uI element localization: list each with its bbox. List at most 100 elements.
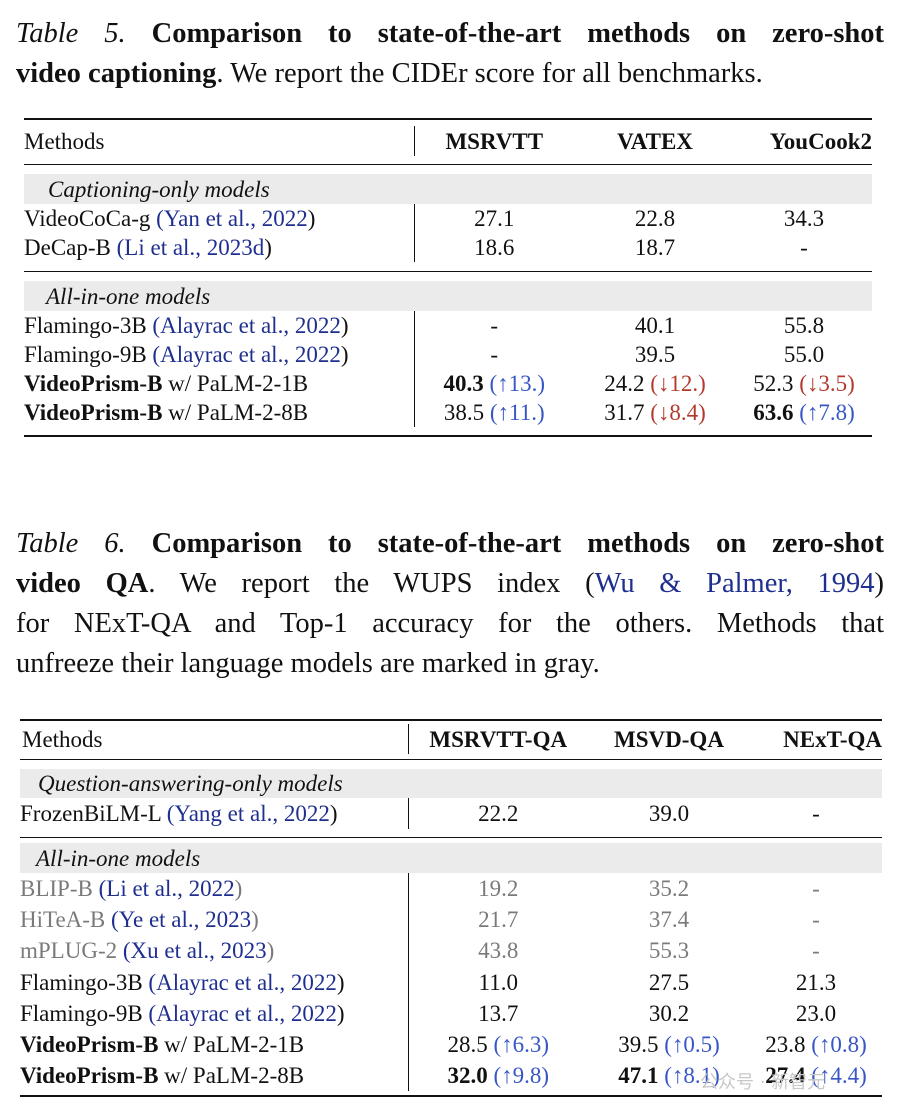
- table5-section-captioning: Captioning-only models: [24, 174, 872, 204]
- table6-section-label: Question-answering-only models: [20, 769, 882, 798]
- table-row: VideoPrism-B w/ PaLM-2-1B 28.5 (↑6.3) 39…: [20, 1029, 882, 1060]
- citation-link[interactable]: (Xu et al., 2023: [122, 938, 267, 963]
- method-variant: w/ PaLM-2-8B: [158, 1063, 305, 1088]
- value-cell: 34.3: [783, 206, 825, 231]
- delta-up: (↑9.8): [493, 1063, 550, 1088]
- method-name: Flamingo-3B: [20, 969, 143, 995]
- table6-caption-text: . We report the WUPS index (: [148, 568, 595, 599]
- table-row: Flamingo-9B (Alayrac et al., 2022) - 39.…: [24, 340, 872, 369]
- value-cell: 32.0 (↑9.8): [408, 1060, 588, 1091]
- table5-section-label: All-in-one models: [24, 281, 872, 311]
- method-name: Flamingo-3B: [24, 313, 147, 338]
- method-cell: BLIP-B (Li et al., 2022): [20, 873, 409, 904]
- method-name: VideoPrism-B: [24, 371, 163, 396]
- table5-header-methods: Methods: [24, 126, 415, 156]
- value-cell: -: [812, 876, 820, 901]
- table5-title: Comparison to state-of-the-art methods o…: [151, 18, 885, 49]
- citation-link[interactable]: (Alayrac et al., 2022: [148, 1001, 337, 1026]
- table-row: VideoPrism-B w/ PaLM-2-8B 32.0 (↑9.8) 47…: [20, 1060, 882, 1091]
- value-cell: 63.6 (↑7.8): [736, 398, 872, 427]
- value-cell: 21.7: [478, 907, 519, 932]
- watermark: 公众号 · 新智元: [700, 1072, 826, 1093]
- method-name: VideoPrism-B: [24, 400, 163, 425]
- table6-title-cont: video QA: [16, 568, 149, 599]
- table5-header-row: Methods MSRVTT VATEX YouCook2: [24, 126, 872, 156]
- method-name: DeCap-B: [24, 235, 111, 260]
- table5-section-label: Captioning-only models: [24, 174, 872, 204]
- value-cell: 37.4: [648, 907, 690, 932]
- method-cell: HiTeA-B (Ye et al., 2023): [20, 904, 409, 935]
- value: 39.5: [618, 1032, 659, 1057]
- citation-link[interactable]: (Yan et al., 2022: [156, 206, 308, 231]
- delta-up: (↑8.1): [664, 1063, 720, 1088]
- method-cell: VideoCoCa-g (Yan et al., 2022): [24, 204, 415, 233]
- table6-header-rule: [20, 759, 882, 761]
- table6-header-msvd-qa: MSVD-QA: [614, 726, 724, 752]
- table-row: FrozenBiLM-L (Yang et al., 2022) 22.2 39…: [20, 798, 882, 829]
- value-cell: 39.0: [648, 801, 690, 826]
- value-cell: 22.8: [634, 206, 676, 231]
- delta-down: (↓8.4): [650, 400, 706, 425]
- value-cell: 27.5: [648, 969, 690, 995]
- value-cell: 35.2: [648, 876, 690, 901]
- table-row: VideoPrism-B w/ PaLM-2-8B 38.5 (↑11.) 31…: [24, 398, 872, 427]
- citation-link[interactable]: (Alayrac et al., 2022: [152, 313, 341, 338]
- method-cell: FrozenBiLM-L (Yang et al., 2022): [20, 798, 409, 829]
- method-name: VideoPrism-B: [20, 1063, 159, 1088]
- table6-caption-line4: unfreeze their language models are marke…: [16, 648, 600, 679]
- method-name: mPLUG-2: [20, 938, 118, 963]
- delta-up: (↑4.4): [811, 1063, 867, 1088]
- value-cell: -: [490, 342, 499, 367]
- method-variant: w/ PaLM-2-1B: [158, 1032, 305, 1057]
- table6-header-row: Methods MSRVTT-QA MSVD-QA NExT-QA: [20, 724, 882, 754]
- citation-link[interactable]: Wu & Palmer, 1994: [594, 568, 875, 599]
- value-cell: 18.6: [474, 235, 515, 260]
- value-cell: 21.3: [795, 969, 837, 995]
- table5-top-rule: [24, 118, 872, 120]
- value-cell: 13.7: [478, 1001, 519, 1026]
- delta-up: (↑6.3): [493, 1032, 550, 1057]
- value: 28.5: [447, 1032, 488, 1057]
- value-cell: 55.3: [648, 938, 690, 963]
- table6-section-qa-only: Question-answering-only models: [20, 769, 882, 798]
- method-name: VideoCoCa-g: [24, 206, 151, 231]
- citation-link[interactable]: (Ye et al., 2023: [111, 907, 252, 932]
- value-cell: 11.0: [478, 969, 518, 995]
- method-cell: Flamingo-9B (Alayrac et al., 2022): [20, 998, 409, 1029]
- value-cell: -: [812, 907, 820, 932]
- value-cell: 22.2: [478, 801, 519, 826]
- table-row: VideoPrism-B w/ PaLM-2-1B 40.3 (↑13.) 24…: [24, 369, 872, 398]
- value: 63.6: [753, 400, 794, 425]
- delta-up: (↑0.5): [664, 1032, 720, 1057]
- value-cell: 30.2: [648, 1001, 690, 1026]
- method-cell: VideoPrism-B w/ PaLM-2-1B: [24, 369, 415, 398]
- value: 27.4: [765, 1063, 806, 1088]
- delta-up: (↑13.): [489, 371, 546, 396]
- value-cell: 47.1 (↑8.1): [588, 1060, 750, 1091]
- value: 23.8: [765, 1032, 806, 1057]
- citation-link[interactable]: (Yang et al., 2022: [166, 801, 330, 826]
- table-row: Flamingo-9B (Alayrac et al., 2022) 13.7 …: [20, 998, 882, 1029]
- method-cell: VideoPrism-B w/ PaLM-2-8B: [20, 1060, 409, 1091]
- method-variant: w/ PaLM-2-1B: [162, 371, 309, 396]
- table-row: BLIP-B (Li et al., 2022) 19.2 35.2 -: [20, 873, 882, 904]
- method-name: HiTeA-B: [20, 907, 106, 932]
- value-cell: 18.7: [634, 235, 676, 260]
- citation-link[interactable]: (Alayrac et al., 2022: [148, 969, 337, 995]
- value: 32.0: [447, 1063, 488, 1088]
- value-cell: 52.3 (↓3.5): [736, 369, 872, 398]
- citation-link[interactable]: (Li et al., 2023d: [116, 235, 265, 260]
- citation-link[interactable]: (Li et al., 2022: [98, 876, 235, 901]
- table6-caption: Table 6. Comparison to state-of-the-art …: [16, 524, 884, 684]
- value-cell: 39.5 (↑0.5): [588, 1029, 750, 1060]
- value-cell: 27.1: [474, 206, 515, 231]
- table6-section-all-in-one: All-in-one models: [20, 843, 882, 873]
- method-name: Flamingo-9B: [20, 1001, 143, 1026]
- delta-up: (↑0.8): [811, 1032, 867, 1057]
- citation-link[interactable]: (Alayrac et al., 2022: [152, 342, 341, 367]
- delta-down: (↓3.5): [799, 371, 855, 396]
- value-cell: 40.3 (↑13.): [414, 369, 574, 398]
- table6-caption-line3: for NExT-QA and Top-1 accuracy for the o…: [16, 608, 884, 639]
- table5-caption-text: . We report the CIDEr score for all benc…: [216, 58, 763, 89]
- method-cell: Flamingo-9B (Alayrac et al., 2022): [24, 340, 415, 369]
